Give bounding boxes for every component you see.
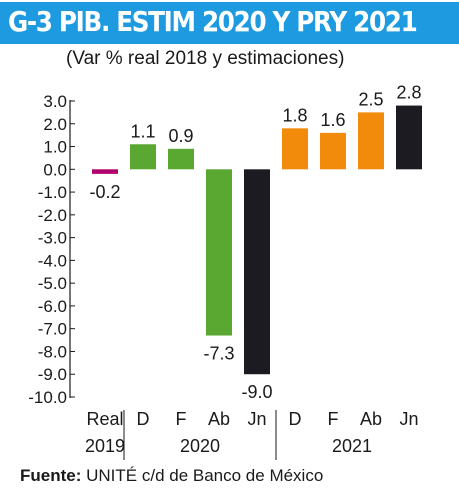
x-category-label: Real [86,409,123,429]
x-category-label: D [137,409,150,429]
data-label: 2.8 [396,83,421,103]
source-text: UNITÉ c/d de Banco de México [86,466,324,485]
y-tick-label: -4.0 [38,251,67,270]
x-category-label: F [328,409,339,429]
chart-title: G-3 PIB. ESTIM 2020 Y PRY 2021 [8,5,418,38]
chart-subtitle: (Var % real 2018 y estimaciones) [66,48,345,69]
y-tick-label: 0.0 [43,160,67,179]
y-tick-label: -6.0 [38,297,67,316]
bar [206,169,232,336]
data-label: -7.3 [203,344,234,364]
data-label: 1.1 [130,121,155,141]
x-group-label: 2021 [332,436,372,456]
data-label: 2.5 [358,89,383,109]
y-tick-label: -3.0 [38,229,67,248]
y-tick-label: -9.0 [38,365,67,384]
x-category-label: Jn [399,409,418,429]
y-tick-label: -2.0 [38,206,67,225]
bar [92,169,118,174]
source-label: Fuente: [20,466,82,485]
x-group-label: 2019 [85,436,125,456]
data-label: 1.8 [282,105,307,125]
bar [130,144,156,170]
x-category-label: F [176,409,187,429]
data-label: -0.2 [89,182,120,202]
bar [282,128,308,170]
data-label: -9.0 [241,382,272,402]
y-tick-label: 2.0 [43,115,67,134]
x-category-label: Ab [360,409,382,429]
x-category-label: D [289,409,302,429]
data-label: 0.9 [168,126,193,146]
bar [244,169,270,375]
source-note: Fuente: UNITÉ c/d de Banco de México [20,466,323,486]
y-tick-label: -8.0 [38,342,67,361]
bar [396,105,422,170]
bar [168,148,194,170]
y-tick-label: 1.0 [43,138,67,157]
y-tick-label: -1.0 [38,183,67,202]
title-bar: G-3 PIB. ESTIM 2020 Y PRY 2021 [0,2,459,44]
y-tick-label: -10.0 [28,388,67,407]
data-label: 1.6 [320,110,345,130]
bar [358,112,384,170]
y-tick-label: -7.0 [38,320,67,339]
x-category-label: Ab [208,409,230,429]
y-tick-label: -5.0 [38,274,67,293]
y-tick-label: 3.0 [43,92,67,111]
bar [320,132,346,170]
x-group-label: 2020 [180,436,220,456]
x-category-label: Jn [247,409,266,429]
